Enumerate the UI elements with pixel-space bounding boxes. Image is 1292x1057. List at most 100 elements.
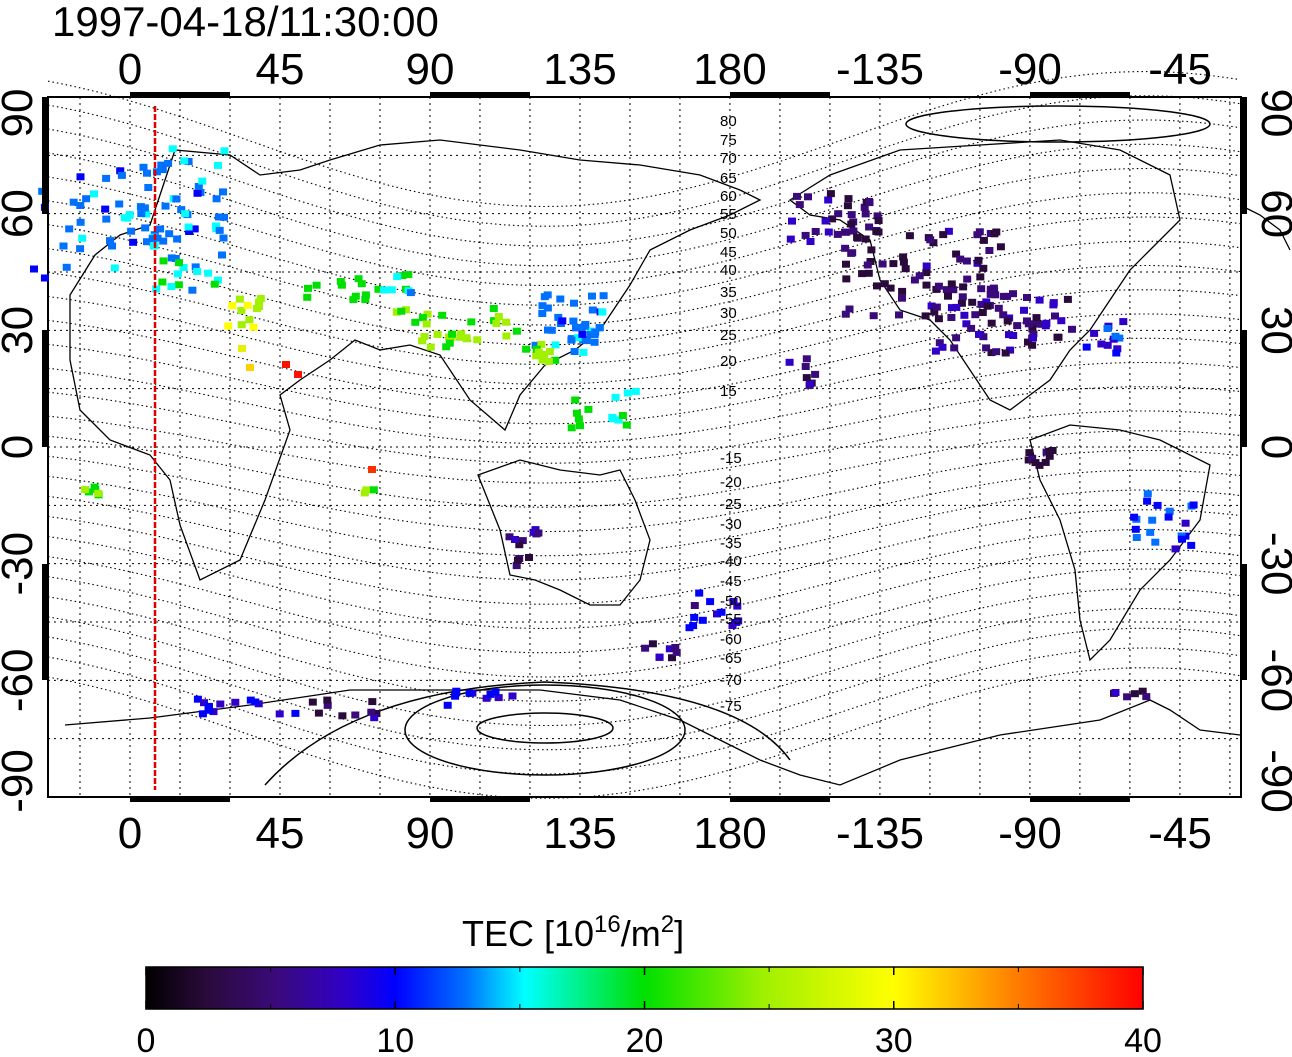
tec-cell	[598, 308, 607, 316]
tec-cell	[518, 537, 527, 545]
tec-cell	[532, 352, 541, 360]
tec-cell	[734, 617, 743, 625]
tec-cell	[1171, 545, 1180, 553]
frame-edge-bars	[42, 92, 1247, 802]
tec-cell	[1013, 322, 1022, 330]
tec-cell	[184, 158, 193, 165]
tec-cell	[922, 269, 931, 277]
tec-cell	[864, 269, 873, 277]
tec-cell	[618, 412, 627, 419]
tec-cell	[534, 529, 543, 537]
tec-cell	[826, 190, 835, 198]
tec-cell	[540, 350, 549, 358]
tec-cell	[137, 210, 146, 218]
tec-cell	[1024, 320, 1033, 328]
tec-cell	[215, 226, 224, 234]
tec-cell	[349, 296, 358, 304]
tec-cell	[1028, 325, 1037, 333]
mlat-contour	[47, 627, 1241, 751]
tec-cell	[847, 211, 856, 219]
tec-cell	[181, 210, 190, 218]
bottom-edge-bar	[1030, 797, 1130, 802]
tec-cell	[569, 317, 578, 325]
top-lon-label: 180	[693, 45, 766, 94]
tec-cell	[1068, 325, 1076, 333]
tec-cell	[1143, 490, 1152, 498]
tec-cell	[939, 231, 948, 239]
top-edge-bar	[730, 92, 830, 97]
tec-cell	[308, 698, 317, 706]
tec-cell	[252, 305, 261, 313]
right-lat-label: -90	[1252, 749, 1292, 813]
tec-cell	[899, 258, 908, 266]
tec-cell	[81, 486, 90, 494]
contour-label: 35	[720, 284, 737, 301]
mlat-contour	[47, 528, 1241, 630]
tec-cell	[494, 694, 503, 702]
tec-cell	[570, 299, 578, 307]
tec-cell	[76, 218, 85, 226]
bottom-edge-bar	[130, 797, 230, 802]
tec-cell	[502, 332, 511, 340]
tec-cell	[76, 173, 85, 181]
right-latitude-labels: 90 60 30 0 -30 -60 -90	[1252, 89, 1292, 813]
top-lon-label: -45	[1148, 45, 1212, 94]
tec-cell	[834, 210, 843, 218]
tec-cell	[515, 541, 524, 549]
tec-cell	[167, 283, 176, 290]
tec-cell	[804, 193, 812, 201]
mlat-contour	[47, 264, 1241, 366]
coastline	[1029, 424, 1211, 662]
tec-cell	[999, 311, 1008, 319]
tec-cell	[614, 416, 623, 424]
tec-cell	[1009, 290, 1017, 298]
tec-cell	[123, 214, 132, 222]
tec-cell	[685, 624, 694, 632]
tec-cell	[237, 321, 246, 329]
left-lat-label: 90	[0, 89, 42, 138]
tec-cell	[534, 348, 543, 356]
contour-label: 25	[720, 327, 737, 344]
tec-cell	[648, 640, 657, 648]
tec-cell	[975, 330, 983, 338]
colorbar-title-mid: /m	[621, 913, 661, 954]
tec-cell	[801, 231, 810, 239]
tec-cell	[573, 334, 582, 342]
contour-label: -70	[720, 672, 742, 689]
top-edge-bar	[1030, 92, 1130, 97]
contour-label: -50	[720, 593, 742, 610]
contour-label: 45	[720, 244, 737, 261]
tec-cell	[143, 169, 151, 177]
tec-cell	[505, 533, 514, 541]
tec-cell	[728, 622, 737, 629]
tec-cell	[367, 708, 376, 716]
tec-cell	[1051, 312, 1059, 320]
tec-cell	[336, 278, 345, 285]
tec-cell	[1057, 317, 1066, 325]
colorbar-title-sup2: 2	[661, 911, 674, 938]
colorbar-tick-labels: 0 10 20 30 40	[137, 1022, 1162, 1057]
right-lat-label: -60	[1252, 649, 1292, 713]
tec-cell	[944, 227, 953, 235]
bottom-lon-label: -45	[1148, 809, 1212, 858]
colorbar-ticks	[145, 967, 1144, 1009]
tec-cell	[947, 280, 956, 288]
tec-cell	[168, 145, 177, 153]
right-lat-label: 90	[1252, 89, 1292, 138]
tec-cell-high	[294, 371, 302, 378]
mlat-contour	[47, 289, 1241, 385]
tec-cell	[672, 648, 681, 656]
tec-cell	[445, 339, 454, 347]
tec-cell	[987, 349, 996, 357]
tec-cell	[958, 293, 967, 301]
tec-cell	[935, 339, 944, 347]
tec-cell	[926, 236, 935, 244]
tec-cell	[489, 305, 498, 312]
tec-cell	[1025, 449, 1034, 457]
tec-cell	[785, 358, 794, 366]
tec-cell	[368, 698, 377, 706]
tec-cell	[717, 608, 726, 616]
tec-cell	[786, 235, 795, 243]
tec-cell	[422, 320, 431, 328]
tec-cell	[833, 230, 842, 238]
